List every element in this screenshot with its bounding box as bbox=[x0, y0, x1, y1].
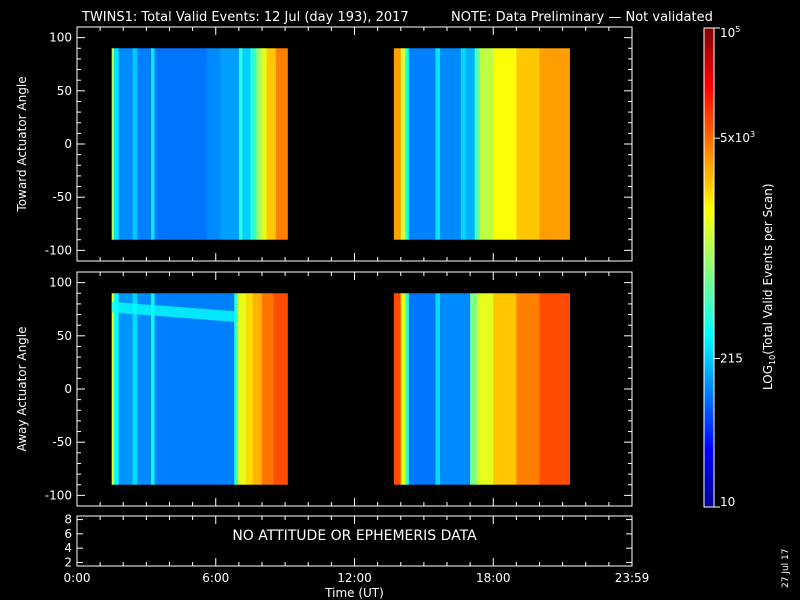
x-tick-label: 18:00 bbox=[476, 571, 511, 585]
heatmap-stripe-2-10 bbox=[516, 293, 540, 485]
heatmap-stripe-2-3 bbox=[405, 48, 410, 240]
heatmap-stripe-2-4 bbox=[408, 48, 436, 240]
y-tick-label: 2 bbox=[64, 555, 72, 569]
heatmap-stripe-2-11 bbox=[539, 293, 570, 485]
y-tick-label: 50 bbox=[57, 329, 72, 343]
angle-band bbox=[111, 301, 237, 322]
footer-date: 27 Jul 17 bbox=[781, 549, 791, 589]
heatmap-stripe-2-8 bbox=[477, 293, 494, 485]
y-tick-label: 100 bbox=[49, 31, 72, 45]
heatmap-stripe-1-5 bbox=[137, 48, 152, 240]
heatmap-stripe-2-5 bbox=[435, 293, 441, 485]
heatmap-stripe-2-12 bbox=[516, 48, 540, 240]
y-tick-label: 0 bbox=[64, 382, 72, 396]
heatmap-stripe-2-10 bbox=[479, 48, 494, 240]
heatmap-stripe-1-1 bbox=[111, 48, 115, 240]
heatmap-stripe-1-10 bbox=[245, 293, 254, 485]
heatmap-stripe-2-3 bbox=[405, 293, 410, 485]
y-axis-label: Away Actuator Angle bbox=[15, 326, 29, 451]
colorbar-tick-label: 105 bbox=[720, 25, 740, 40]
heatmap-stripe-2-9 bbox=[474, 48, 480, 240]
y-tick-label: 4 bbox=[64, 541, 72, 555]
heatmap-stripe-1-7 bbox=[154, 48, 207, 240]
heatmap-stripe-2-13 bbox=[539, 48, 570, 240]
heatmap-stripe-1-6 bbox=[151, 48, 155, 240]
heatmap-stripe-1-10 bbox=[238, 48, 243, 240]
heatmap-stripe-1-9 bbox=[237, 293, 247, 485]
x-tick-label: 23:59 bbox=[615, 571, 650, 585]
heatmap-stripe-2-4 bbox=[408, 293, 436, 485]
colorbar-tick-label: 215 bbox=[720, 352, 743, 366]
heatmap-stripe-1-6 bbox=[151, 293, 155, 485]
y-tick-label: 50 bbox=[57, 84, 72, 98]
heatmap-stripe-1-11 bbox=[252, 293, 263, 485]
heatmap-stripe-1-13 bbox=[256, 48, 262, 240]
colorbar-frame bbox=[703, 27, 715, 508]
heatmap-stripe-2-5 bbox=[435, 48, 441, 240]
colorbar-tick-label: 5x103 bbox=[720, 130, 755, 145]
heatmap-stripe-1-3 bbox=[118, 293, 133, 485]
heatmap-stripe-1-2 bbox=[114, 293, 120, 485]
heatmap-stripe-1-7 bbox=[154, 293, 235, 485]
heatmap-stripe-1-2 bbox=[114, 48, 120, 240]
preliminary-note: NOTE: Data Preliminary — Not validated bbox=[451, 10, 713, 25]
away-actuator-panel: 100 50 0 -50 -100 Away Actuator Angle bbox=[15, 271, 633, 507]
y-tick-label: 6 bbox=[64, 527, 72, 541]
heatmap-stripe-1-9 bbox=[220, 48, 240, 240]
toward-actuator-panel: 100 50 0 -50 -100 Toward Actuator Angle bbox=[15, 26, 633, 262]
y-tick-label: -100 bbox=[45, 243, 72, 257]
x-tick-label: 12:00 bbox=[337, 571, 372, 585]
y-tick-label: 0 bbox=[64, 137, 72, 151]
heatmap-stripe-1-1 bbox=[111, 293, 115, 485]
heatmap-stripe-1-8 bbox=[206, 48, 221, 240]
colorbar: LOG10(Total Valid Events per Scan) 105 5x… bbox=[703, 25, 777, 509]
heatmap-stripe-1-4 bbox=[132, 48, 138, 240]
heatmap-stripe-2-7 bbox=[460, 48, 466, 240]
heatmap-stripe-1-4 bbox=[132, 293, 138, 485]
x-tick-label: 0:00 bbox=[64, 571, 91, 585]
heatmap-stripe-2-2 bbox=[400, 293, 406, 485]
heatmap-stripe-1-13 bbox=[273, 293, 288, 485]
heatmap-stripe-2-9 bbox=[493, 293, 517, 485]
x-axis-label: Time (UT) bbox=[324, 586, 384, 600]
heatmap-stripe-2-1 bbox=[393, 48, 402, 240]
y-tick-label: 8 bbox=[64, 513, 72, 527]
heatmap-stripe-2-6 bbox=[440, 48, 462, 240]
heatmap-stripe-1-14 bbox=[260, 48, 268, 240]
heatmap-stripe-1-3 bbox=[118, 48, 133, 240]
heatmap-stripe-2-6 bbox=[440, 293, 471, 485]
heatmap-stripe-1-8 bbox=[234, 293, 239, 485]
heatmap-stripe-1-12 bbox=[262, 293, 274, 485]
colorbar-label: LOG10(Total Valid Events per Scan) bbox=[761, 183, 777, 390]
y-tick-label: -100 bbox=[45, 488, 72, 502]
heatmap-stripe-2-2 bbox=[400, 48, 406, 240]
y-tick-label: 100 bbox=[49, 276, 72, 290]
x-tick-label: 6:00 bbox=[202, 571, 229, 585]
chart-title: TWINS1: Total Valid Events: 12 Jul (day … bbox=[81, 10, 409, 25]
heatmap-stripe-2-7 bbox=[470, 293, 478, 485]
no-data-message: NO ATTITUDE OR EPHEMERIS DATA bbox=[232, 528, 477, 544]
heatmap-stripe-1-15 bbox=[266, 48, 277, 240]
heatmap-stripe-1-16 bbox=[275, 48, 288, 240]
colorbar-tick-label: 10 bbox=[720, 495, 735, 509]
y-axis-label: Toward Actuator Angle bbox=[15, 76, 29, 212]
heatmap-stripe-1-12 bbox=[250, 48, 257, 240]
heatmap-stripe-1-5 bbox=[137, 293, 152, 485]
y-tick-label: -50 bbox=[52, 190, 72, 204]
heatmap-stripe-2-8 bbox=[465, 48, 476, 240]
heatmap-stripe-1-11 bbox=[242, 48, 251, 240]
colorbar-gradient bbox=[704, 28, 714, 507]
heatmap-stripe-2-1 bbox=[393, 293, 402, 485]
y-tick-label: -50 bbox=[52, 435, 72, 449]
heatmap-stripe-2-11 bbox=[493, 48, 517, 240]
